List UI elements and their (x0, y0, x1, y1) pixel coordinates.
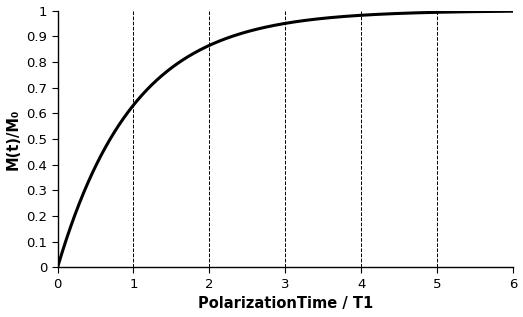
Y-axis label: M(t)/M₀: M(t)/M₀ (6, 108, 20, 170)
X-axis label: PolarizationTime / T1: PolarizationTime / T1 (198, 296, 373, 311)
